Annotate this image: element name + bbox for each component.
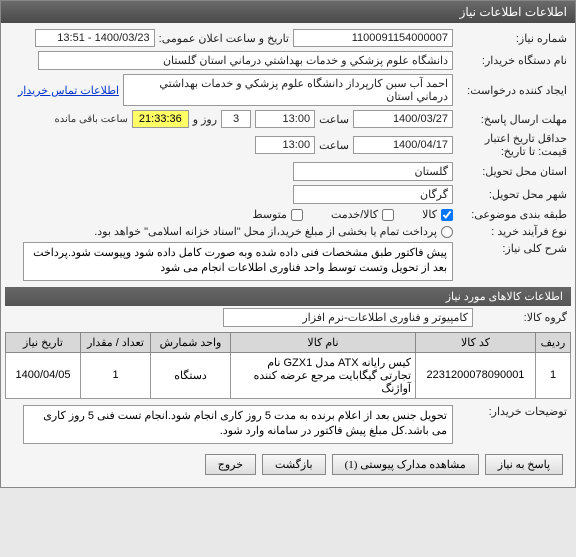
col-code: کد کالا [416, 332, 536, 352]
desc-text: پیش فاکتور طبق مشخصات فنی داده شده وبه ص… [23, 242, 453, 281]
content: شماره نیاز: 1100091154000007 تاریخ و ساع… [1, 23, 575, 487]
deadline-date-field: 1400/03/27 [353, 110, 453, 128]
validity-label: حداقل تاریخ اعتبار قیمت: تا تاریخ: [457, 132, 567, 158]
city-label: شهر محل تحویل: [457, 188, 567, 201]
cell-row: 1 [536, 352, 571, 398]
goods-checkbox[interactable] [441, 209, 453, 221]
contact-link[interactable]: اطلاعات تماس خریدار [18, 84, 119, 97]
buyer-notes-text: تحویل جنس بعد از اعلام برنده به مدت 5 رو… [23, 405, 453, 444]
items-section-header: اطلاعات کالاهای مورد نیاز [5, 287, 571, 306]
days-field: 3 [221, 110, 251, 128]
small-checkbox[interactable] [291, 209, 303, 221]
items-table: ردیف کد کالا نام کالا واحد شمارش تعداد /… [5, 332, 571, 399]
province-field: گلستان [293, 162, 453, 181]
remaining-label: ساعت باقی مانده [55, 114, 128, 125]
col-name: نام کالا [231, 332, 416, 352]
time-label-1: ساعت [319, 113, 349, 126]
desc-label: شرح کلی نیاز: [457, 242, 567, 255]
service-label: کالا/خدمت [331, 208, 378, 221]
table-header-row: ردیف کد کالا نام کالا واحد شمارش تعداد /… [6, 332, 571, 352]
city-field: گرگان [293, 185, 453, 204]
group-label: گروه کالا: [477, 311, 567, 324]
purchase-radio[interactable] [441, 226, 453, 238]
info-window: اطلاعات اطلاعات نیاز شماره نیاز: 1100091… [0, 0, 576, 488]
buyer-field: دانشگاه علوم پزشکي و خدمات بهداشتي درمان… [38, 51, 453, 70]
footer-buttons: پاسخ به نیاز مشاهده مدارک پیوستی (1) باز… [5, 446, 571, 483]
back-button[interactable]: بازگشت [262, 454, 326, 475]
deadline-label: مهلت ارسال پاسخ: [457, 113, 567, 126]
timer: 21:33:36 [132, 110, 189, 128]
buyer-notes-label: توضیحات خریدار: [457, 405, 567, 418]
attachments-button[interactable]: مشاهده مدارک پیوستی (1) [332, 454, 479, 475]
time-label-2: ساعت [319, 139, 349, 152]
col-date: تاریخ نیاز [6, 332, 81, 352]
exit-button[interactable]: خروج [205, 454, 256, 475]
cell-qty: 1 [81, 352, 151, 398]
announce-label: تاریخ و ساعت اعلان عمومی: [159, 32, 289, 45]
deadline-time-field: 13:00 [255, 110, 315, 128]
creator-label: ایجاد کننده درخواست: [457, 84, 567, 97]
days-label: روز و [193, 113, 217, 126]
purchase-type-label: نوع فرآیند خرید : [457, 225, 567, 238]
reply-button[interactable]: پاسخ به نیاز [485, 454, 563, 475]
small-label: متوسط [252, 208, 287, 221]
cell-unit: دستگاه [151, 352, 231, 398]
validity-date-field: 1400/04/17 [353, 136, 453, 154]
pay-note: پرداخت تمام یا بخشی از مبلغ خرید،از محل … [94, 225, 437, 238]
need-no-field: 1100091154000007 [293, 29, 453, 47]
province-label: استان محل تحویل: [457, 165, 567, 178]
cell-code: 2231200078090001 [416, 352, 536, 398]
cell-date: 1400/04/05 [6, 352, 81, 398]
validity-time-field: 13:00 [255, 136, 315, 154]
col-unit: واحد شمارش [151, 332, 231, 352]
goods-label: کالا [422, 208, 437, 221]
creator-field: احمد آب سبن کارپرداز دانشگاه علوم پزشکي … [123, 74, 453, 106]
col-row: ردیف [536, 332, 571, 352]
cell-name: کیس رایانه ATX مدل GZX1 نام تجارتی گیگاب… [231, 352, 416, 398]
group-field: کامپیوتر و فناوری اطلاعات-نرم افزار [223, 308, 473, 327]
need-no-label: شماره نیاز: [457, 32, 567, 45]
announce-field: 1400/03/23 - 13:51 [35, 29, 155, 47]
window-title: اطلاعات اطلاعات نیاز [1, 1, 575, 23]
service-checkbox[interactable] [382, 209, 394, 221]
category-label: طبقه بندی موضوعی: [457, 208, 567, 221]
col-qty: تعداد / مقدار [81, 332, 151, 352]
buyer-label: نام دستگاه خریدار: [457, 54, 567, 67]
table-row: 1 2231200078090001 کیس رایانه ATX مدل GZ… [6, 352, 571, 398]
